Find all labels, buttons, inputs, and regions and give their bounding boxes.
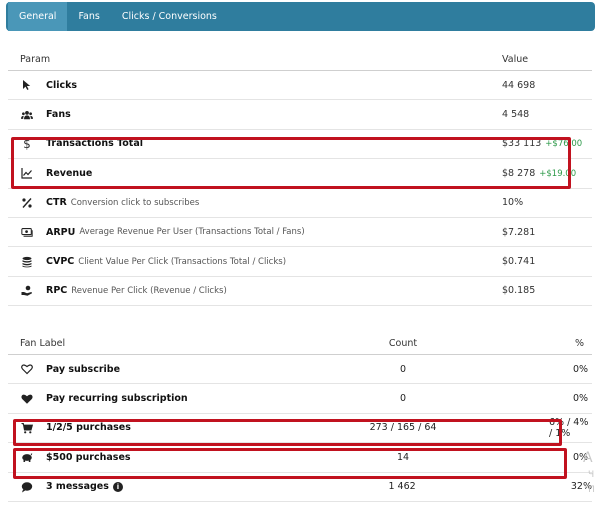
fan-label-column-header: Fan Label xyxy=(20,337,66,349)
comment-icon xyxy=(20,480,34,494)
money-bill-icon xyxy=(20,225,34,239)
param-value: 10% xyxy=(502,197,524,209)
tab-bar: General Fans Clicks / Conversions xyxy=(6,2,595,31)
param-delta: +$76.00 xyxy=(545,139,583,150)
fan-percent: 0% xyxy=(573,363,589,375)
fan-label: Pay recurring subscription xyxy=(46,393,188,405)
table-row: $ Transactions Total $33 113 +$76.00 xyxy=(8,130,592,160)
dollar-icon: $ xyxy=(23,136,31,151)
param-label: ARPU xyxy=(46,226,76,238)
fan-count: 0 xyxy=(399,363,407,375)
param-label: RPC xyxy=(46,285,68,297)
highlight-box-purchases xyxy=(13,419,562,446)
count-column-header: Count xyxy=(388,337,418,349)
param-description: Client Value Per Click (Transactions Tot… xyxy=(78,256,287,267)
tab-general[interactable]: General xyxy=(8,2,68,31)
overlay-text: "П xyxy=(584,485,595,495)
table-row: 3 messages i 1 462 32% xyxy=(8,473,592,502)
table-row: Clicks 44 698 xyxy=(8,71,592,101)
info-icon[interactable]: i xyxy=(112,481,123,492)
line-chart-icon xyxy=(20,166,34,180)
fans-table: Fan Label Count % Pay subscribe 0 0% Pay… xyxy=(8,332,592,502)
fans-header: Fan Label Count % xyxy=(8,332,592,355)
fan-label: Pay subscribe xyxy=(46,363,121,375)
param-label: Clicks xyxy=(46,79,78,91)
table-row: CVPC Client Value Per Click (Transactions… xyxy=(8,247,592,277)
overlay-text: A xyxy=(583,450,593,466)
fan-count: 14 xyxy=(396,451,410,463)
table-row: Fans 4 548 xyxy=(8,100,592,130)
param-column-header: Param xyxy=(20,53,51,65)
cart-icon xyxy=(20,421,34,435)
hand-coin-icon xyxy=(20,284,34,298)
percent-icon xyxy=(20,196,34,210)
users-icon xyxy=(20,108,34,122)
fan-label: $500 purchases xyxy=(46,451,131,463)
table-row: Pay subscribe 0 0% xyxy=(8,355,592,385)
param-label: Fans xyxy=(46,109,71,121)
param-value: $0.741 xyxy=(502,256,536,268)
table-row: $500 purchases 14 0% xyxy=(8,443,592,473)
value-column-header: Value xyxy=(502,53,529,65)
tab-fans[interactable]: Fans xyxy=(78,11,100,22)
overlay-text: Ч xyxy=(588,470,595,480)
fan-percent: 32% xyxy=(570,481,592,493)
coins-icon xyxy=(20,255,34,269)
percent-column-header: % xyxy=(575,337,585,349)
param-description: Average Revenue Per User (Transactions T… xyxy=(79,227,305,238)
param-delta: +$19.00 xyxy=(539,168,577,179)
heart-outline-icon xyxy=(20,362,34,376)
param-label: Transactions Total xyxy=(46,138,143,150)
param-label: CVPC xyxy=(46,256,75,268)
heart-solid-icon xyxy=(20,392,34,406)
highlight-box-500-purchases xyxy=(13,448,567,479)
cursor-icon xyxy=(20,78,34,92)
piggy-bank-icon xyxy=(20,450,34,464)
table-row: CTR Conversion click to subscribes 10% xyxy=(8,189,592,218)
fan-count: 1 462 xyxy=(388,481,416,493)
fan-count: 273 / 165 / 64 xyxy=(369,422,437,434)
param-label: Revenue xyxy=(46,167,93,179)
param-value: $0.185 xyxy=(502,285,536,297)
params-header: Param Value xyxy=(8,48,592,71)
table-row: ARPU Average Revenue Per User (Transactio… xyxy=(8,218,592,248)
param-value: $8 278 xyxy=(502,167,536,179)
param-value: $7.281 xyxy=(502,226,536,238)
fan-count: 0 xyxy=(399,393,407,405)
params-table: Param Value Clicks 44 698 Fans 4 548 $ T… xyxy=(8,48,592,307)
table-row: RPC Revenue Per Click (Revenue / Clicks) … xyxy=(8,277,592,307)
param-description: Revenue Per Click (Revenue / Clicks) xyxy=(71,285,227,296)
table-row: Pay recurring subscription 0 0% xyxy=(8,384,592,414)
fan-label: 1/2/5 purchases xyxy=(46,422,131,434)
fan-percent: 0% xyxy=(573,451,589,463)
param-label: CTR xyxy=(46,197,67,209)
tab-clicks-conversions[interactable]: Clicks / Conversions xyxy=(121,11,217,22)
fan-label: 3 messages xyxy=(46,481,109,493)
param-value: 44 698 xyxy=(502,79,536,91)
highlight-box-transactions-revenue xyxy=(11,137,571,189)
param-value: 4 548 xyxy=(502,109,530,121)
param-value: $33 113 xyxy=(502,138,542,150)
param-description: Conversion click to subscribes xyxy=(70,197,200,208)
fan-percent: 0% xyxy=(573,393,589,405)
